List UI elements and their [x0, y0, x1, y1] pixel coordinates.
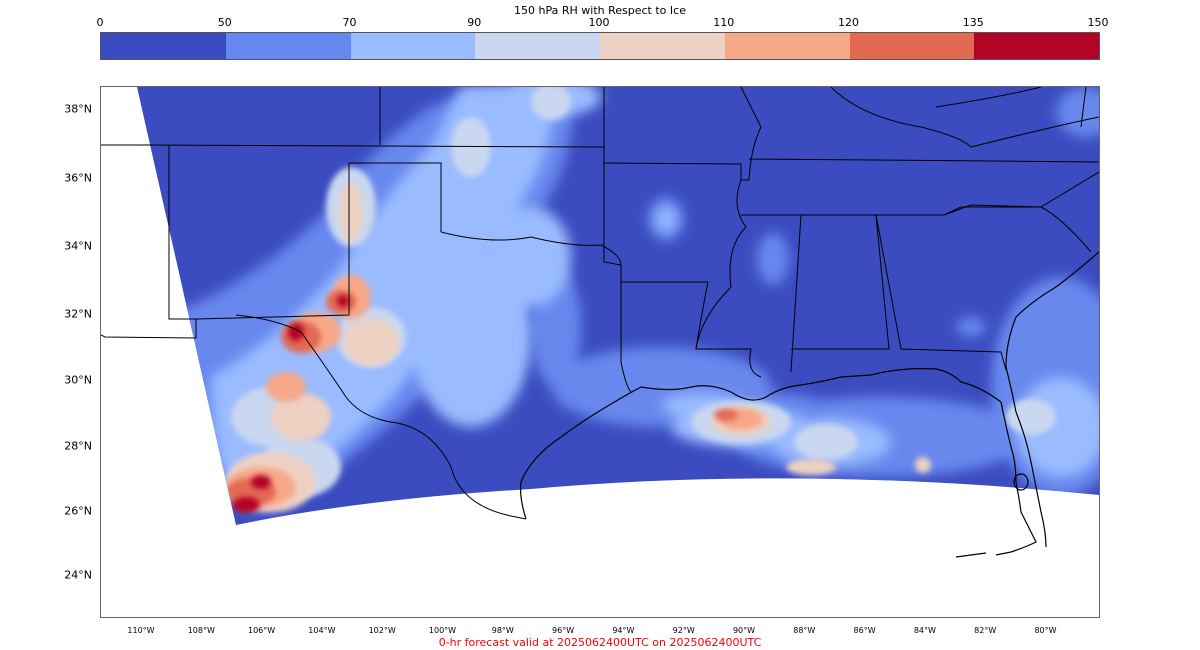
colorbar-tick-label: 135	[962, 16, 984, 29]
latitude-label: 28°N	[64, 439, 92, 453]
rh-field	[161, 87, 1099, 513]
latitude-label: 32°N	[64, 307, 92, 321]
latitude-label: 26°N	[64, 504, 92, 518]
longitude-label: 82°W	[974, 626, 997, 635]
map-panel	[100, 86, 1100, 618]
coastline	[519, 251, 1099, 558]
longitude-label: 90°W	[732, 626, 756, 635]
colorbar-segment	[475, 33, 600, 59]
longitude-label: 88°W	[793, 626, 816, 635]
rh-map	[101, 87, 1099, 558]
colorbar-tick-label: 100	[588, 16, 610, 29]
longitude-label: 106°W	[248, 626, 276, 635]
longitude-label: 94°W	[612, 626, 635, 635]
longitude-label: 92°W	[672, 626, 695, 635]
forecast-valid-text: 0-hr forecast valid at 2025062400UTC on …	[438, 636, 762, 649]
colorbar-title: 150 hPa RH with Respect to Ice	[514, 4, 686, 17]
colorbar-segment	[600, 33, 725, 59]
latitude-label: 38°N	[64, 102, 92, 116]
latitude-label: 34°N	[64, 239, 92, 253]
latitude-label: 30°N	[64, 373, 92, 387]
latitude-label: 24°N	[64, 568, 92, 582]
colorbar-segment	[849, 33, 975, 59]
colorbar-segment	[350, 33, 476, 59]
longitude-label: 84°W	[913, 626, 936, 635]
colorbar-tick-label: 120	[838, 16, 859, 29]
longitude-label: 80°W	[1034, 626, 1057, 635]
longitude-label: 100°W	[428, 626, 457, 635]
colorbar-tick-label: 70	[342, 16, 357, 29]
longitude-label: 104°W	[308, 626, 336, 635]
longitude-label: 108°W	[187, 626, 215, 635]
longitude-label: 98°W	[491, 626, 514, 635]
longitude-label: 102°W	[368, 626, 396, 635]
colorbar-segment	[974, 33, 1099, 59]
colorbar-tick-label: 90	[467, 16, 482, 29]
colorbar-tick-label: 110	[713, 16, 735, 29]
colorbar	[100, 32, 1100, 60]
state-borders	[101, 87, 1099, 520]
colorbar-segment	[724, 33, 850, 59]
colorbar-tick-label: 0	[96, 16, 104, 29]
latitude-label: 36°N	[64, 171, 92, 185]
colorbar-segment	[225, 33, 351, 59]
colorbar-tick-label: 50	[217, 16, 232, 29]
longitude-label: 86°W	[853, 626, 876, 635]
colorbar-segment	[101, 33, 226, 59]
colorbar-tick-label: 150	[1087, 16, 1109, 29]
longitude-label: 96°W	[552, 626, 575, 635]
longitude-label: 110°W	[127, 626, 155, 635]
